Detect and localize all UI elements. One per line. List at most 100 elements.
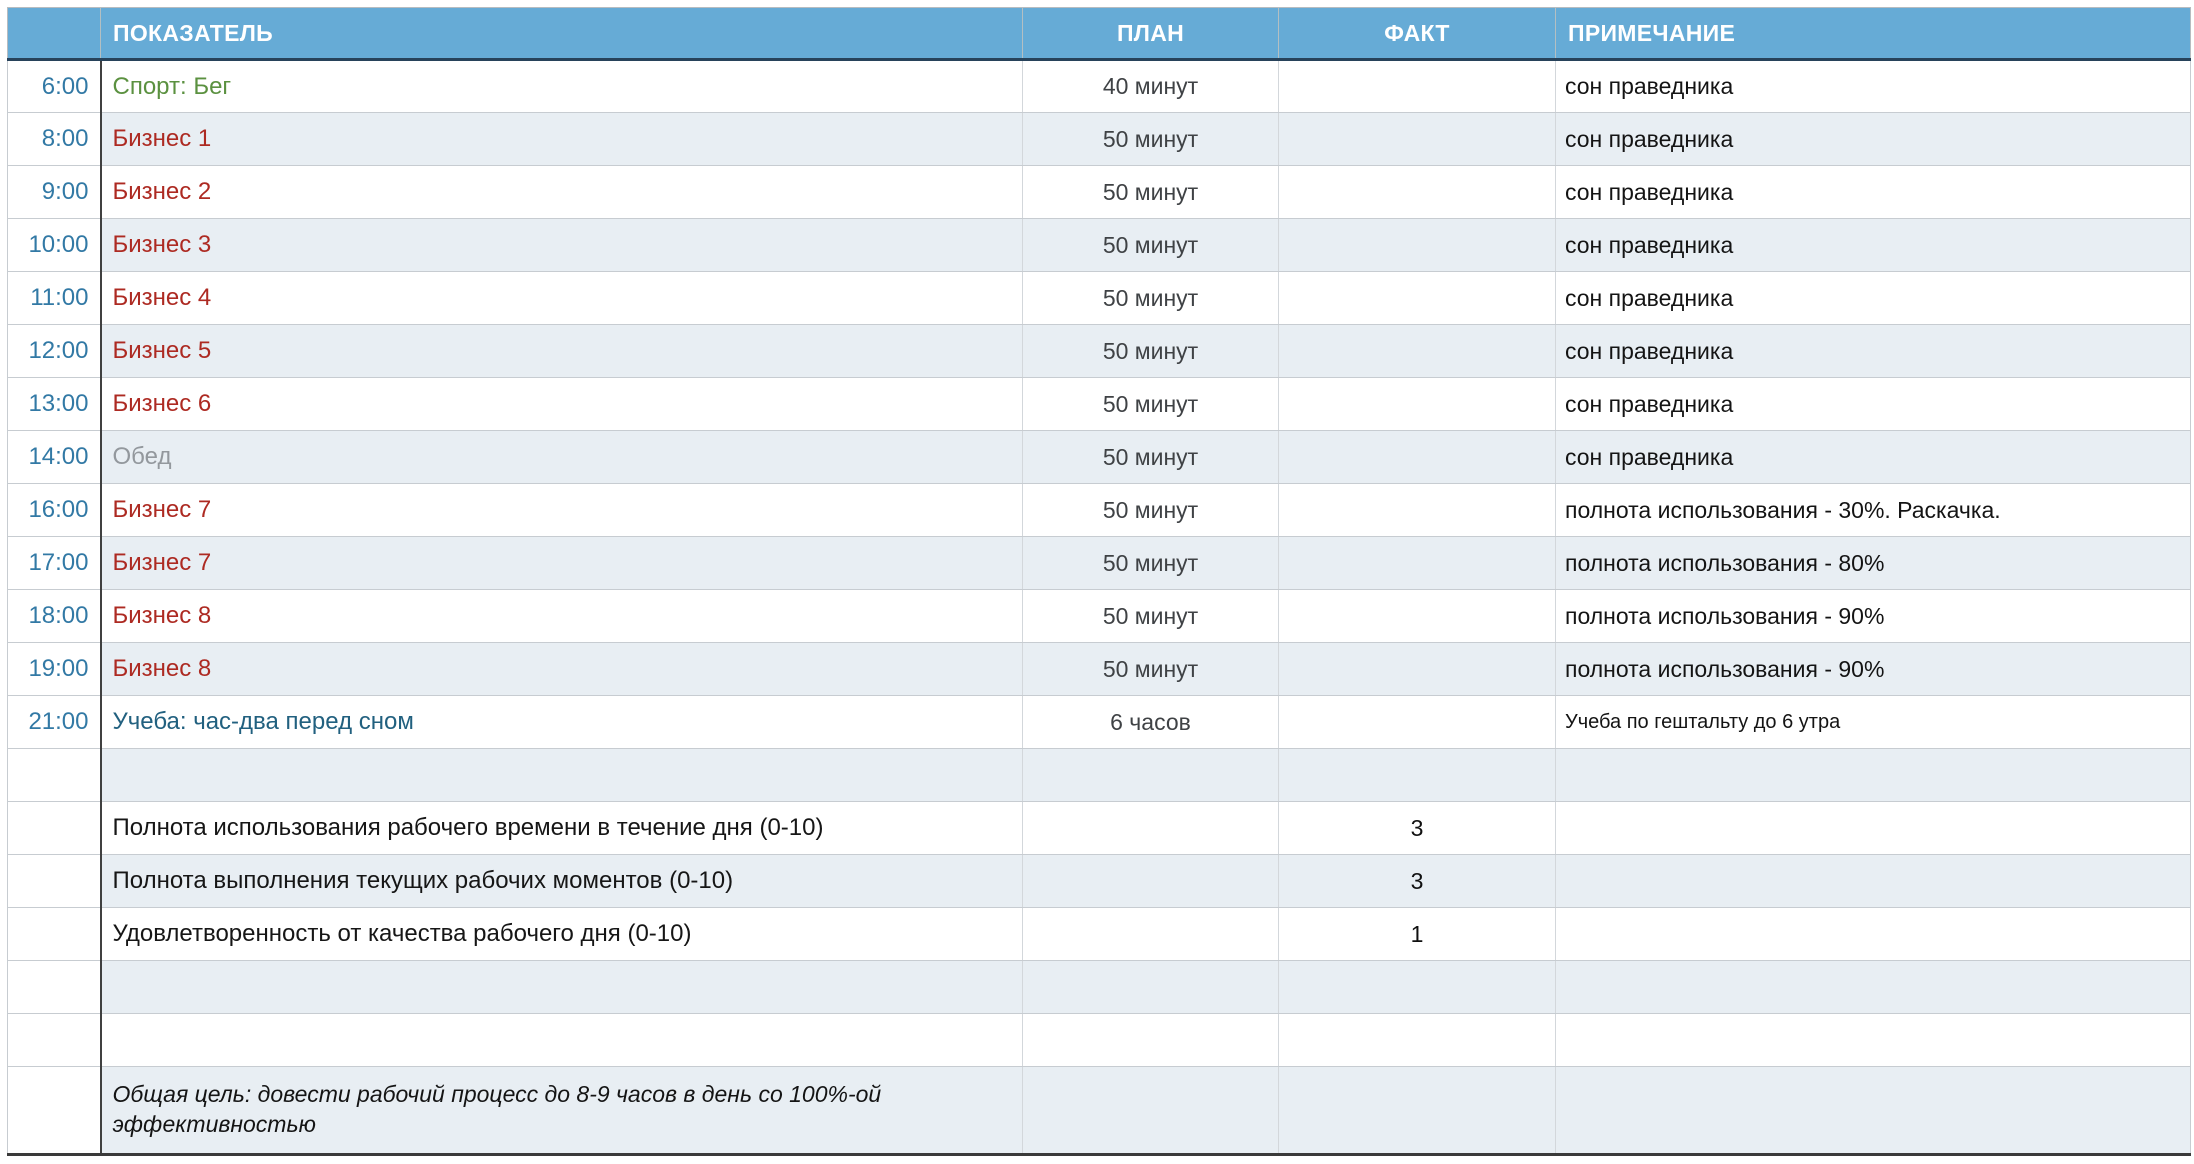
note-cell[interactable]: Учеба по гештальту до 6 утра bbox=[1555, 695, 2191, 749]
time-cell[interactable] bbox=[7, 1013, 102, 1067]
note-cell[interactable] bbox=[1555, 1066, 2191, 1156]
plan-column-header[interactable]: ПЛАН bbox=[1022, 7, 1279, 61]
note-cell[interactable] bbox=[1555, 748, 2191, 802]
note-cell[interactable]: сон праведника bbox=[1555, 165, 2191, 219]
time-cell[interactable] bbox=[7, 907, 102, 961]
fact-cell[interactable] bbox=[1278, 536, 1556, 590]
plan-cell[interactable]: 50 минут bbox=[1022, 642, 1279, 696]
plan-cell[interactable]: 50 минут bbox=[1022, 483, 1279, 537]
indicator-cell[interactable] bbox=[100, 960, 1023, 1014]
note-cell[interactable]: сон праведника bbox=[1555, 218, 2191, 272]
indicator-cell[interactable]: Бизнес 1 bbox=[100, 112, 1023, 166]
fact-cell[interactable] bbox=[1278, 430, 1556, 484]
plan-cell[interactable] bbox=[1022, 1066, 1279, 1156]
plan-cell[interactable]: 50 минут bbox=[1022, 271, 1279, 325]
plan-cell[interactable] bbox=[1022, 748, 1279, 802]
plan-cell[interactable]: 40 минут bbox=[1022, 59, 1279, 113]
plan-cell[interactable]: 50 минут bbox=[1022, 112, 1279, 166]
indicator-cell[interactable]: Бизнес 7 bbox=[100, 483, 1023, 537]
plan-cell[interactable]: 50 минут bbox=[1022, 218, 1279, 272]
time-cell[interactable]: 10:00 bbox=[7, 218, 102, 272]
time-cell[interactable] bbox=[7, 1066, 102, 1156]
note-cell[interactable] bbox=[1555, 1013, 2191, 1067]
note-cell[interactable]: сон праведника bbox=[1555, 377, 2191, 431]
indicator-cell[interactable] bbox=[100, 748, 1023, 802]
fact-cell[interactable] bbox=[1278, 642, 1556, 696]
time-cell[interactable] bbox=[7, 748, 102, 802]
note-column-header[interactable]: ПРИМЕЧАНИЕ bbox=[1555, 7, 2191, 61]
note-cell[interactable]: сон праведника bbox=[1555, 271, 2191, 325]
plan-cell[interactable]: 50 минут bbox=[1022, 536, 1279, 590]
indicator-cell[interactable]: Полнота использования рабочего времени в… bbox=[100, 801, 1023, 855]
indicator-cell[interactable]: Полнота выполнения текущих рабочих момен… bbox=[100, 854, 1023, 908]
fact-cell[interactable] bbox=[1278, 589, 1556, 643]
plan-cell[interactable]: 50 минут bbox=[1022, 165, 1279, 219]
time-cell[interactable]: 13:00 bbox=[7, 377, 102, 431]
fact-cell[interactable] bbox=[1278, 1013, 1556, 1067]
plan-cell[interactable] bbox=[1022, 960, 1279, 1014]
plan-cell[interactable]: 6 часов bbox=[1022, 695, 1279, 749]
fact-cell[interactable] bbox=[1278, 165, 1556, 219]
indicator-cell[interactable]: Удовлетворенность от качества рабочего д… bbox=[100, 907, 1023, 961]
note-cell[interactable]: полнота использования - 80% bbox=[1555, 536, 2191, 590]
time-cell[interactable] bbox=[7, 854, 102, 908]
plan-cell[interactable] bbox=[1022, 801, 1279, 855]
time-column-header[interactable] bbox=[7, 7, 101, 61]
fact-cell[interactable]: 3 bbox=[1278, 801, 1556, 855]
note-cell[interactable] bbox=[1555, 960, 2191, 1014]
fact-cell[interactable] bbox=[1278, 324, 1556, 378]
plan-cell[interactable]: 50 минут bbox=[1022, 589, 1279, 643]
note-cell[interactable] bbox=[1555, 907, 2191, 961]
time-cell[interactable]: 17:00 bbox=[7, 536, 102, 590]
plan-cell[interactable] bbox=[1022, 854, 1279, 908]
fact-cell[interactable] bbox=[1278, 695, 1556, 749]
note-cell[interactable] bbox=[1555, 854, 2191, 908]
indicator-cell[interactable]: Бизнес 7 bbox=[100, 536, 1023, 590]
indicator-cell[interactable]: Учеба: час-два перед сном bbox=[100, 695, 1023, 749]
fact-column-header[interactable]: ФАКТ bbox=[1278, 7, 1556, 61]
fact-cell[interactable] bbox=[1278, 960, 1556, 1014]
time-cell[interactable] bbox=[7, 960, 102, 1014]
time-cell[interactable]: 14:00 bbox=[7, 430, 102, 484]
fact-cell[interactable] bbox=[1278, 218, 1556, 272]
indicator-cell[interactable]: Бизнес 2 bbox=[100, 165, 1023, 219]
plan-cell[interactable]: 50 минут bbox=[1022, 324, 1279, 378]
fact-cell[interactable]: 3 bbox=[1278, 854, 1556, 908]
fact-cell[interactable] bbox=[1278, 112, 1556, 166]
time-cell[interactable]: 6:00 bbox=[7, 59, 102, 113]
plan-cell[interactable]: 50 минут bbox=[1022, 377, 1279, 431]
fact-cell[interactable]: 1 bbox=[1278, 907, 1556, 961]
note-cell[interactable]: сон праведника bbox=[1555, 430, 2191, 484]
note-cell[interactable]: сон праведника bbox=[1555, 59, 2191, 113]
note-cell[interactable]: полнота использования - 90% bbox=[1555, 589, 2191, 643]
time-cell[interactable]: 8:00 bbox=[7, 112, 102, 166]
time-cell[interactable]: 12:00 bbox=[7, 324, 102, 378]
fact-cell[interactable] bbox=[1278, 1066, 1556, 1156]
note-cell[interactable]: сон праведника bbox=[1555, 112, 2191, 166]
note-cell[interactable]: сон праведника bbox=[1555, 324, 2191, 378]
time-cell[interactable]: 19:00 bbox=[7, 642, 102, 696]
time-cell[interactable]: 11:00 bbox=[7, 271, 102, 325]
plan-cell[interactable] bbox=[1022, 1013, 1279, 1067]
indicator-cell[interactable]: Бизнес 6 bbox=[100, 377, 1023, 431]
indicator-cell[interactable]: Бизнес 4 bbox=[100, 271, 1023, 325]
indicator-cell[interactable]: Обед bbox=[100, 430, 1023, 484]
time-cell[interactable] bbox=[7, 801, 102, 855]
note-cell[interactable] bbox=[1555, 801, 2191, 855]
indicator-cell[interactable]: Бизнес 5 bbox=[100, 324, 1023, 378]
indicator-cell[interactable]: Бизнес 8 bbox=[100, 642, 1023, 696]
note-cell[interactable]: полнота использования - 30%. Раскачка. bbox=[1555, 483, 2191, 537]
indicator-cell[interactable]: Бизнес 3 bbox=[100, 218, 1023, 272]
indicator-cell[interactable] bbox=[100, 1013, 1023, 1067]
fact-cell[interactable] bbox=[1278, 271, 1556, 325]
indicator-cell[interactable]: Бизнес 8 bbox=[100, 589, 1023, 643]
time-cell[interactable]: 18:00 bbox=[7, 589, 102, 643]
time-cell[interactable]: 16:00 bbox=[7, 483, 102, 537]
plan-cell[interactable]: 50 минут bbox=[1022, 430, 1279, 484]
indicator-cell[interactable]: Общая цель: довести рабочий процесс до 8… bbox=[100, 1066, 1023, 1156]
fact-cell[interactable] bbox=[1278, 483, 1556, 537]
fact-cell[interactable] bbox=[1278, 748, 1556, 802]
note-cell[interactable]: полнота использования - 90% bbox=[1555, 642, 2191, 696]
fact-cell[interactable] bbox=[1278, 59, 1556, 113]
fact-cell[interactable] bbox=[1278, 377, 1556, 431]
